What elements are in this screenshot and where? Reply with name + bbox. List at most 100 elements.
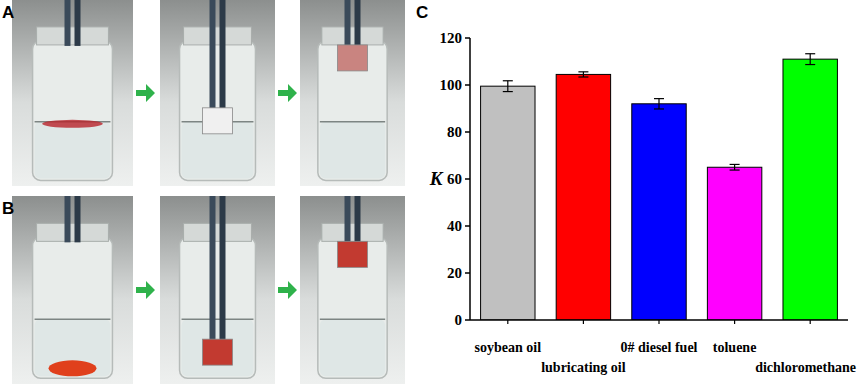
liquid	[35, 122, 111, 179]
photo	[300, 0, 405, 186]
error-cap	[578, 71, 588, 72]
panel-label: A	[2, 3, 14, 22]
error-cap	[503, 91, 513, 92]
bar	[707, 167, 761, 320]
error-line	[658, 99, 659, 109]
error-line	[810, 54, 811, 65]
y-tick-label: 80	[447, 124, 462, 140]
liquid-surface	[182, 318, 254, 320]
vial	[33, 237, 113, 378]
vial	[180, 237, 256, 378]
error-line	[734, 164, 735, 170]
panel-label: B	[2, 199, 14, 218]
photo	[12, 0, 133, 186]
y-tick-label: 20	[447, 265, 462, 281]
x-tick-label: 0# diesel fuel	[621, 340, 698, 355]
y-tick	[465, 178, 470, 180]
vial-neck	[322, 27, 383, 45]
vial	[318, 41, 387, 181]
error-cap	[654, 98, 664, 99]
error-bar	[654, 99, 664, 109]
error-bar	[805, 54, 815, 65]
y-tick-label: 40	[447, 218, 462, 234]
liquid-surface	[320, 318, 385, 320]
photo	[160, 196, 275, 384]
y-tick-label: 120	[440, 30, 463, 46]
y-tick	[465, 225, 470, 227]
sponge	[203, 339, 233, 365]
error-cap	[730, 164, 740, 165]
photo	[12, 196, 133, 384]
photo	[160, 0, 275, 186]
y-tick	[465, 131, 470, 133]
bar	[556, 74, 610, 320]
photo-background	[300, 196, 405, 384]
tweezers	[75, 196, 81, 242]
error-line	[507, 81, 508, 92]
liquid-surface	[320, 121, 385, 123]
bar	[481, 86, 535, 320]
arrow	[278, 281, 297, 299]
photo-background	[300, 0, 405, 186]
arrow	[278, 84, 297, 102]
error-line	[583, 72, 584, 77]
bar	[632, 104, 686, 320]
liquid-surface	[35, 318, 111, 320]
photo-background	[160, 0, 275, 186]
y-axis-label: K	[429, 168, 444, 189]
y-tick	[465, 319, 470, 321]
x-tick-label: dichloromethane	[755, 360, 856, 375]
error-bar	[578, 72, 588, 77]
bars	[481, 54, 838, 320]
vial-neck	[184, 223, 252, 241]
error-cap	[730, 169, 740, 170]
photo	[300, 196, 405, 384]
panel-label: C	[416, 3, 428, 22]
photo-background	[12, 0, 133, 186]
tweezers	[65, 0, 71, 46]
arrow	[136, 281, 155, 299]
y-tick	[465, 37, 470, 39]
x-tick-label: toluene	[713, 340, 757, 355]
vial	[318, 237, 387, 378]
error-cap	[805, 64, 815, 65]
error-cap	[503, 80, 513, 81]
x-tick	[734, 320, 735, 324]
tweezers	[220, 196, 226, 359]
x-tick	[507, 320, 508, 324]
liquid	[320, 319, 385, 376]
vial	[180, 41, 256, 181]
sponge	[338, 241, 368, 267]
sponge	[203, 108, 233, 134]
tweezers	[75, 0, 81, 46]
tweezers	[65, 196, 71, 242]
vial-neck	[37, 223, 109, 241]
error-cap	[805, 53, 815, 54]
error-bar	[503, 81, 513, 92]
photo-background	[12, 196, 133, 384]
oil-layer	[42, 120, 103, 128]
x-tick	[658, 320, 659, 324]
y-tick	[465, 84, 470, 86]
error-cap	[578, 76, 588, 77]
photo-background	[160, 196, 275, 384]
y-tick-label: 100	[440, 77, 463, 93]
tweezers	[210, 196, 216, 359]
y-tick-label: 60	[447, 171, 462, 187]
x-tick-label: lubricating oil	[541, 360, 626, 375]
y-tick	[465, 272, 470, 274]
liquid	[182, 319, 254, 376]
y-tick-label: 0	[455, 312, 463, 328]
error-bar	[730, 164, 740, 170]
error-cap	[654, 108, 664, 109]
x-tick-label: soybean oil	[475, 340, 542, 355]
bar	[783, 59, 837, 320]
arrow	[136, 84, 155, 102]
liquid	[320, 122, 385, 179]
vial-neck	[184, 27, 252, 45]
sponge	[338, 45, 368, 71]
x-tick	[583, 320, 584, 324]
x-tick	[810, 320, 811, 324]
vial-neck	[322, 223, 383, 241]
oil-drop	[49, 360, 97, 376]
